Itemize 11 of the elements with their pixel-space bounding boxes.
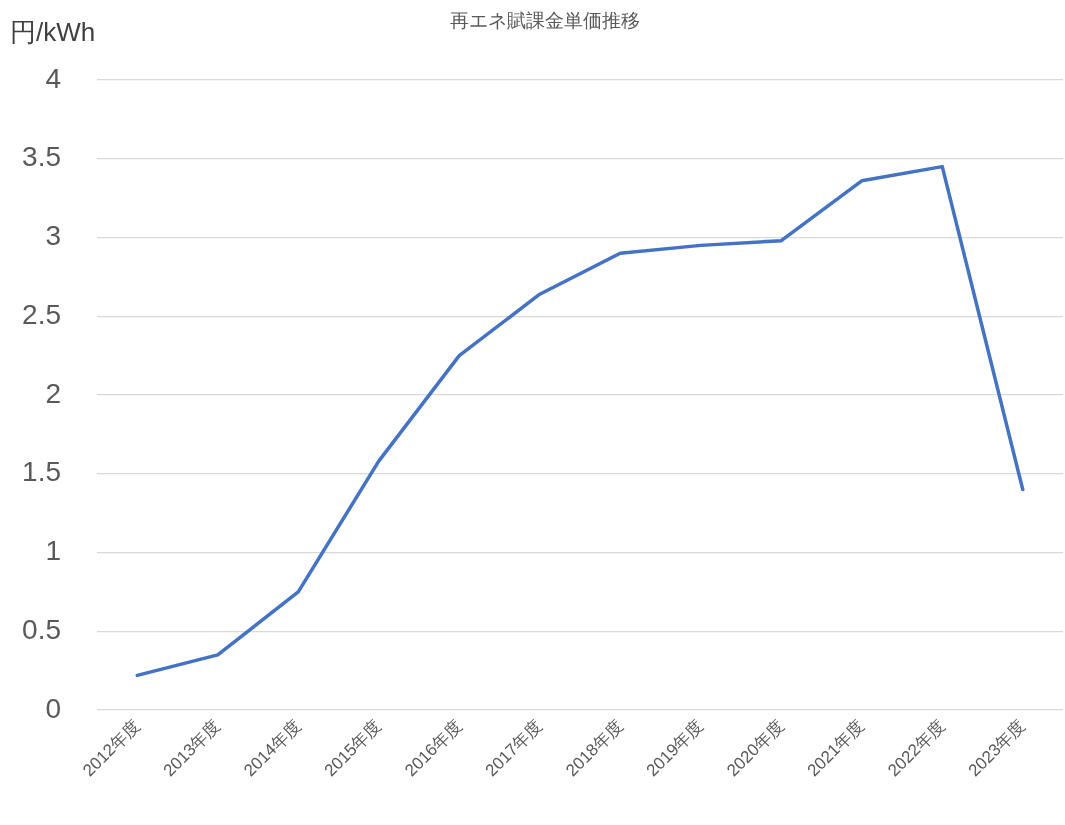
- y-tick-label: 3: [45, 220, 61, 252]
- y-tick-label: 0.5: [22, 613, 61, 645]
- y-tick-label: 0: [45, 692, 61, 724]
- y-tick-label: 3.5: [22, 141, 61, 173]
- y-tick-label: 4: [45, 62, 61, 94]
- y-tick-label: 2: [45, 377, 61, 409]
- chart-title: 再エネ賦課金単価推移: [449, 10, 640, 32]
- y-axis-title: 円/kWh: [10, 17, 96, 48]
- y-tick-label: 1.5: [22, 456, 61, 488]
- y-tick-label: 1: [45, 535, 61, 567]
- y-tick-label: 2.5: [22, 298, 61, 330]
